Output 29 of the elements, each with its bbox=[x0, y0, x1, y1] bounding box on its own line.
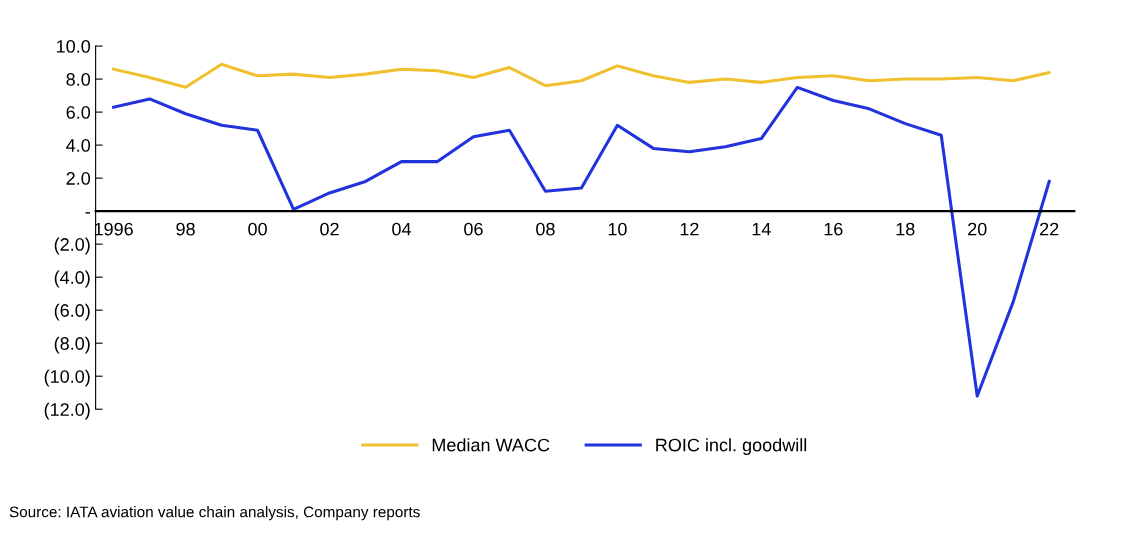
x-tick-label: 12 bbox=[680, 222, 699, 236]
y-tick-label: (8.0) bbox=[54, 336, 90, 354]
x-tick-label: 98 bbox=[176, 222, 195, 236]
legend-label: Median WACC bbox=[432, 438, 550, 452]
x-tick-label: 22 bbox=[1040, 222, 1059, 236]
x-tick-label: 14 bbox=[752, 222, 771, 236]
y-tick-label: - bbox=[85, 212, 90, 214]
y-tick-label: (12.0) bbox=[44, 402, 90, 420]
x-tick-label: 02 bbox=[320, 222, 339, 236]
legend-label: ROIC incl. goodwill bbox=[656, 438, 807, 455]
x-tick-label: 10 bbox=[608, 222, 627, 236]
y-tick-label: (10.0) bbox=[44, 369, 90, 387]
y-tick-label: 4.0 bbox=[66, 139, 91, 152]
x-tick-label: 06 bbox=[464, 222, 483, 236]
source-note: Source: IATA aviation value chain analysis, Company reports bbox=[9, 506, 420, 521]
x-tick-label: 18 bbox=[896, 222, 915, 236]
y-tick-label: 10.0 bbox=[57, 40, 91, 53]
x-tick-label: 08 bbox=[536, 222, 555, 236]
x-tick-label: 16 bbox=[824, 222, 843, 236]
y-tick-label: (2.0) bbox=[54, 237, 90, 255]
line-series bbox=[112, 62, 1051, 89]
x-tick-label: 20 bbox=[968, 222, 987, 236]
y-tick-label: (4.0) bbox=[54, 270, 90, 288]
x-tick-label: 00 bbox=[248, 222, 267, 236]
x-tick-label: 04 bbox=[392, 222, 411, 236]
y-tick-label: (6.0) bbox=[54, 303, 90, 321]
y-tick-label: 2.0 bbox=[66, 172, 91, 185]
y-tick-label: 6.0 bbox=[66, 106, 91, 119]
y-tick-label: 8.0 bbox=[66, 73, 91, 86]
